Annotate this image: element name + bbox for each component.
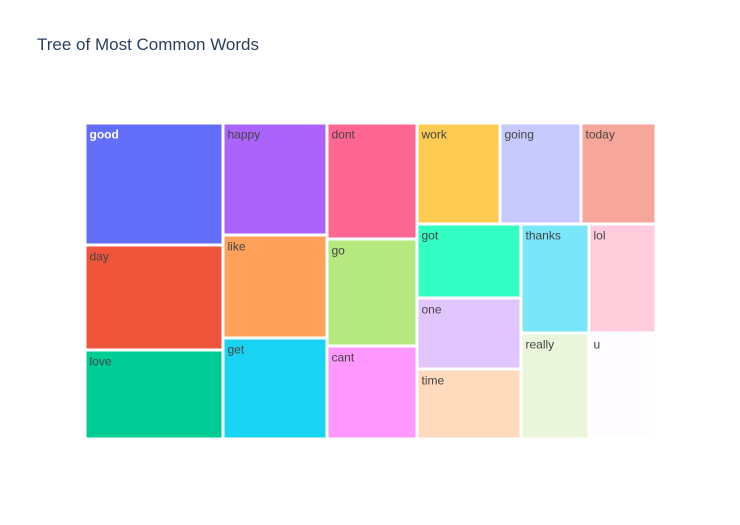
- tile-get[interactable]: get: [224, 339, 326, 438]
- tile-rect-work[interactable]: [418, 124, 499, 223]
- tile-one[interactable]: one: [418, 299, 520, 368]
- tile-label-really: really: [526, 338, 555, 352]
- tile-today[interactable]: today: [582, 124, 655, 223]
- tile-label-one: one: [422, 303, 442, 317]
- tile-rect-cant[interactable]: [328, 347, 416, 438]
- tile-label-day: day: [90, 250, 109, 264]
- tile-label-going: going: [505, 128, 534, 142]
- tile-rect-dont[interactable]: [328, 124, 416, 238]
- tile-label-love: love: [90, 355, 112, 369]
- tile-time[interactable]: time: [418, 370, 520, 438]
- tile-rect-day[interactable]: [86, 246, 222, 349]
- tile-dont[interactable]: dont: [328, 124, 416, 238]
- tile-rect-love[interactable]: [86, 351, 222, 438]
- tile-happy[interactable]: happy: [224, 124, 326, 234]
- tile-go[interactable]: go: [328, 240, 416, 345]
- tile-love[interactable]: love: [86, 351, 222, 438]
- tile-label-lol: lol: [594, 229, 606, 243]
- tile-label-go: go: [332, 244, 346, 258]
- tile-label-like: like: [228, 240, 246, 254]
- tile-rect-really[interactable]: [522, 334, 588, 438]
- tile-rect-time[interactable]: [418, 370, 520, 438]
- tile-going[interactable]: going: [501, 124, 580, 223]
- tile-rect-like[interactable]: [224, 236, 326, 337]
- tile-rect-happy[interactable]: [224, 124, 326, 234]
- tile-rect-one[interactable]: [418, 299, 520, 368]
- tile-label-work: work: [421, 128, 448, 142]
- tile-rect-u[interactable]: [590, 334, 655, 438]
- tile-rect-good[interactable]: [86, 124, 222, 244]
- tile-label-dont: dont: [332, 128, 356, 142]
- tile-rect-thanks[interactable]: [522, 225, 588, 332]
- chart-title: Tree of Most Common Words: [37, 35, 259, 54]
- tile-rect-go[interactable]: [328, 240, 416, 345]
- tile-like[interactable]: like: [224, 236, 326, 337]
- tile-got[interactable]: got: [418, 225, 520, 297]
- tile-label-get: get: [228, 343, 245, 357]
- tile-lol[interactable]: lol: [590, 225, 655, 332]
- tile-day[interactable]: day: [86, 246, 222, 349]
- tile-rect-today[interactable]: [582, 124, 655, 223]
- tile-label-u: u: [594, 338, 601, 352]
- treemap-tiles: good day love happy like get dont go cant work goi…: [86, 124, 655, 438]
- tile-really[interactable]: really: [522, 334, 588, 438]
- tile-label-good: good: [90, 128, 119, 142]
- tile-u[interactable]: u: [590, 334, 655, 438]
- tile-rect-going[interactable]: [501, 124, 580, 223]
- tile-thanks[interactable]: thanks: [522, 225, 588, 332]
- tile-cant[interactable]: cant: [328, 347, 416, 438]
- tile-label-happy: happy: [228, 128, 261, 142]
- tile-label-thanks: thanks: [526, 229, 561, 243]
- tile-label-today: today: [586, 128, 615, 142]
- tile-good[interactable]: good: [86, 124, 222, 244]
- tile-work[interactable]: work: [418, 124, 499, 223]
- tile-label-time: time: [422, 374, 445, 388]
- tile-rect-lol[interactable]: [590, 225, 655, 332]
- tile-rect-got[interactable]: [418, 225, 520, 297]
- tile-label-cant: cant: [332, 351, 355, 365]
- tile-rect-get[interactable]: [224, 339, 326, 438]
- tile-label-got: got: [422, 229, 439, 243]
